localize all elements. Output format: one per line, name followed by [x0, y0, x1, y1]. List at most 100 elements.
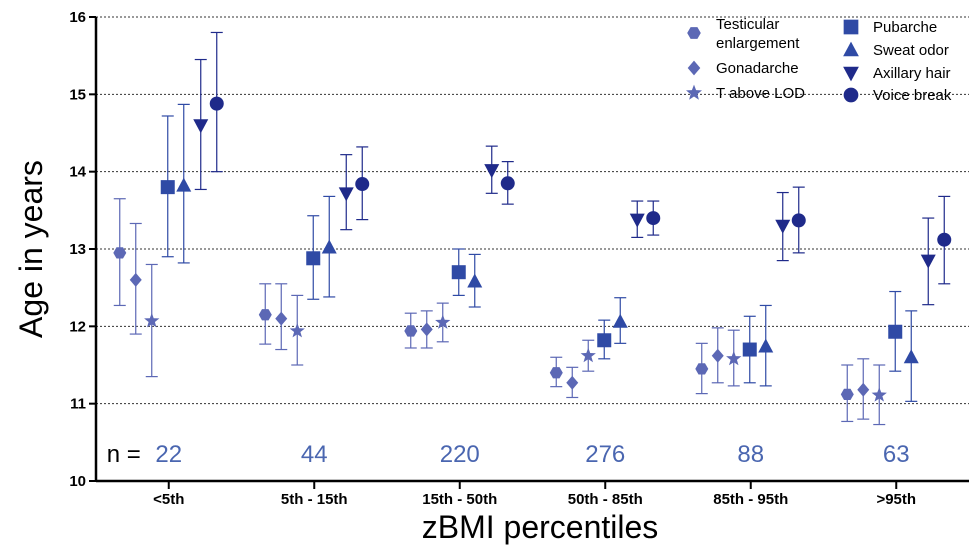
- legend-marker: [687, 27, 701, 39]
- series-2: [144, 263, 887, 426]
- legend-item: Voice break: [843, 87, 952, 104]
- data-point: [258, 309, 272, 321]
- data-point: [695, 363, 709, 375]
- legend-marker: [687, 60, 701, 76]
- data-point: [176, 177, 192, 192]
- y-tick-label: 15: [69, 86, 86, 103]
- data-point: [113, 247, 127, 259]
- legend-marker: [843, 19, 859, 35]
- legend-label: Sweat odor: [873, 42, 949, 59]
- data-point: [484, 164, 500, 179]
- legend-label: Testicular: [716, 16, 779, 33]
- data-point: [306, 251, 321, 266]
- data-point: [920, 254, 936, 269]
- legend-label: Pubarche: [873, 19, 937, 36]
- y-tick-label: 14: [69, 164, 86, 181]
- y-tick-label: 16: [69, 9, 86, 26]
- data-point: [888, 324, 903, 339]
- data-point: [129, 272, 142, 287]
- data-point: [580, 347, 596, 363]
- data-point: [726, 350, 742, 366]
- data-point: [209, 96, 224, 111]
- legend-label: Axillary hair: [873, 65, 951, 82]
- data-point: [937, 232, 952, 247]
- legend-label: Gonadarche: [716, 60, 799, 77]
- data-point: [711, 348, 724, 363]
- series-6: [209, 31, 952, 285]
- legend-item: T above LOD: [686, 84, 805, 102]
- y-tick-label: 12: [69, 318, 86, 335]
- legend-item: Pubarche: [843, 19, 937, 36]
- data-point: [857, 382, 870, 397]
- data-point: [549, 367, 563, 379]
- legend-item: Testicular enlargement: [687, 16, 800, 52]
- data-point: [597, 333, 612, 348]
- y-tick-label: 13: [69, 241, 86, 258]
- data-point: [500, 176, 515, 191]
- series-5: [193, 58, 936, 306]
- grid-lines: [96, 16, 969, 405]
- n-value-label: 220: [440, 441, 480, 468]
- legend-label: Voice break: [873, 87, 952, 104]
- data-point: [758, 338, 774, 353]
- data-point: [435, 314, 451, 329]
- n-value-label: 276: [585, 441, 625, 468]
- legend-marker: [686, 84, 702, 100]
- n-prefix-label: n =: [107, 441, 141, 468]
- data-point: [629, 213, 645, 228]
- data-point: [871, 387, 887, 402]
- data-point: [467, 273, 483, 288]
- x-ticks: <5th 5th - 15th 15th - 50th 50th - 85th 85th…: [153, 481, 916, 508]
- data-point: [338, 187, 354, 202]
- data-point: [404, 325, 418, 337]
- data-point: [451, 265, 466, 280]
- data-point: [321, 239, 337, 254]
- series-3: [160, 115, 903, 384]
- data-point: [566, 375, 579, 390]
- y-axis-title: Age in years: [13, 160, 49, 338]
- x-axis-title: zBMI percentiles: [422, 509, 659, 545]
- data-point: [193, 119, 209, 134]
- data-point: [742, 342, 757, 357]
- n-value-label: 88: [737, 441, 764, 468]
- data-point: [144, 312, 160, 328]
- data-point: [791, 213, 806, 228]
- data-point: [420, 322, 433, 337]
- data-point: [355, 177, 370, 192]
- legend-item: Axillary hair: [843, 65, 951, 82]
- data-point: [646, 211, 661, 226]
- legend-item: Gonadarche: [687, 60, 799, 77]
- n-value-label: 44: [301, 441, 328, 468]
- legend-label: T above LOD: [716, 85, 805, 102]
- series-1: [129, 222, 870, 420]
- y-tick-label: 10: [69, 473, 86, 490]
- y-ticks: 10 11 12 13 14 15 16: [69, 9, 96, 490]
- series-4: [176, 103, 919, 402]
- data-point: [160, 180, 175, 195]
- x-tick-label: 50th - 85th: [568, 491, 643, 508]
- x-tick-label: >95th: [876, 491, 916, 508]
- data-point: [840, 388, 854, 400]
- data-point: [612, 313, 628, 328]
- series-0: [113, 198, 854, 423]
- legend-marker: [843, 41, 859, 57]
- data-point: [903, 349, 919, 364]
- n-value-label: 63: [883, 441, 910, 468]
- x-tick-label: 5th - 15th: [281, 491, 348, 508]
- data-point: [289, 323, 305, 338]
- x-tick-label: <5th: [153, 491, 184, 508]
- y-tick-label: 11: [70, 396, 86, 413]
- legend: Testicular enlargement Gonadarche T above L…: [686, 16, 952, 104]
- n-value-label: 22: [155, 441, 182, 468]
- x-tick-label: 15th - 50th: [422, 491, 497, 508]
- data-point: [275, 311, 288, 326]
- legend-marker: [843, 66, 859, 82]
- data-marks: [113, 31, 952, 426]
- n-labels: 22 n = 44 220 276 88 63: [107, 441, 910, 468]
- legend-marker: [843, 87, 859, 103]
- legend-label: enlargement: [716, 35, 800, 52]
- data-point: [775, 219, 791, 234]
- x-tick-label: 85th - 95th: [713, 491, 788, 508]
- legend-item: Sweat odor: [843, 41, 949, 59]
